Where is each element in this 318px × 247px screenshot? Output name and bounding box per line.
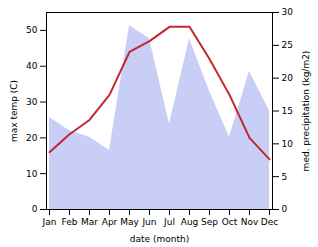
svg-text:max temp (C): max temp (C) [9, 80, 19, 142]
svg-text:Nov: Nov [241, 217, 259, 227]
svg-text:Aug: Aug [181, 217, 199, 227]
svg-text:Dec: Dec [261, 217, 278, 227]
svg-text:0: 0 [282, 204, 288, 214]
svg-text:25: 25 [282, 40, 293, 50]
svg-text:10: 10 [26, 169, 38, 179]
svg-text:med. precipitation (kg/m2): med. precipitation (kg/m2) [301, 51, 311, 172]
svg-text:date (month): date (month) [130, 234, 189, 244]
svg-text:20: 20 [282, 73, 294, 83]
svg-text:Oct: Oct [222, 217, 238, 227]
svg-text:Sep: Sep [201, 217, 218, 227]
svg-text:15: 15 [282, 106, 293, 116]
svg-text:30: 30 [282, 7, 294, 17]
svg-text:20: 20 [26, 133, 38, 143]
svg-text:Jun: Jun [141, 217, 156, 227]
svg-text:Jul: Jul [163, 217, 175, 227]
svg-text:Mar: Mar [81, 217, 98, 227]
svg-text:Apr: Apr [102, 217, 118, 227]
svg-text:0: 0 [32, 204, 38, 214]
svg-text:Feb: Feb [62, 217, 78, 227]
svg-text:5: 5 [282, 172, 288, 182]
svg-text:30: 30 [26, 97, 38, 107]
svg-text:40: 40 [26, 61, 38, 71]
svg-text:Jan: Jan [42, 217, 57, 227]
svg-text:10: 10 [282, 139, 294, 149]
svg-text:May: May [120, 217, 139, 227]
svg-text:50: 50 [26, 25, 38, 35]
